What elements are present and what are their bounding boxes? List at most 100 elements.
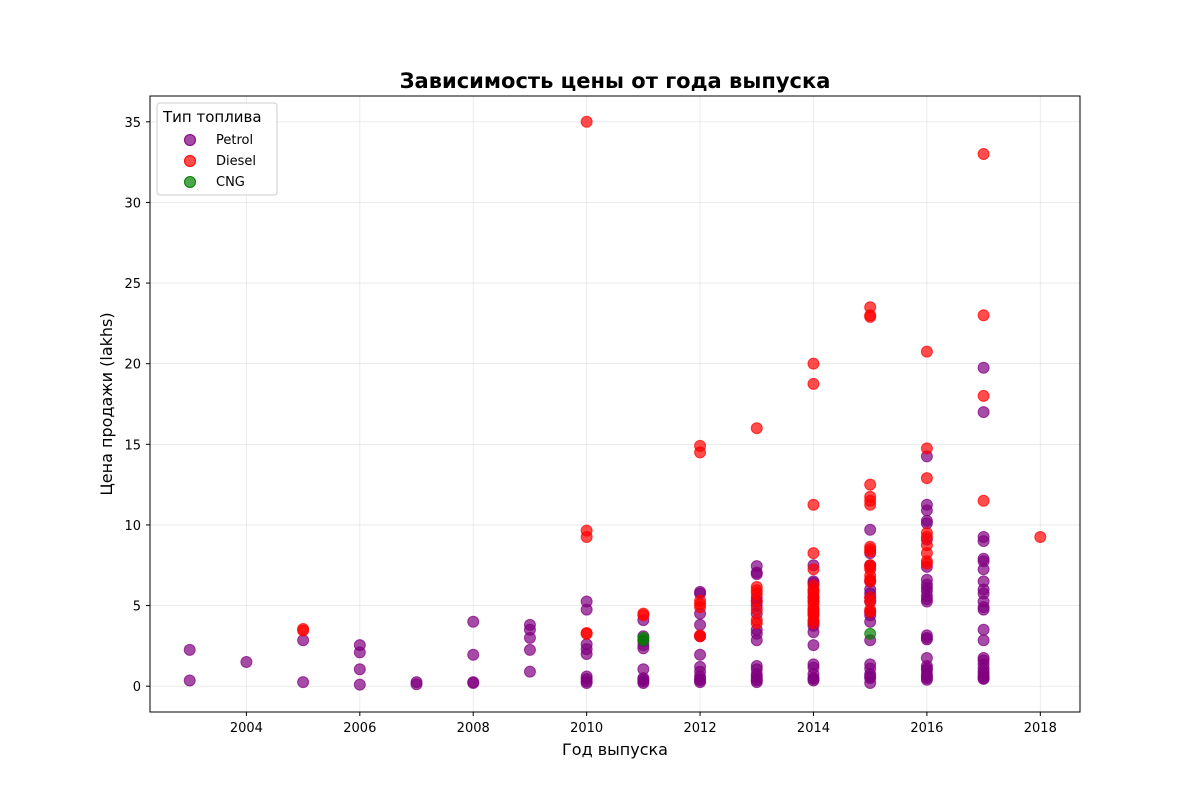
point-diesel	[977, 309, 990, 322]
y-tick-label: 30	[124, 196, 141, 211]
point-diesel	[750, 617, 763, 630]
legend-marker-diesel	[184, 155, 196, 167]
point-petrol	[977, 634, 990, 647]
point-diesel	[807, 617, 820, 630]
point-diesel	[977, 494, 990, 507]
point-diesel	[750, 603, 763, 616]
legend-label-cng: CNG	[216, 175, 245, 190]
y-tick-label: 0	[133, 680, 141, 695]
point-petrol	[694, 676, 707, 689]
legend-label-petrol: Petrol	[216, 133, 253, 148]
point-diesel	[580, 627, 593, 640]
point-petrol	[750, 676, 763, 689]
point-petrol	[977, 535, 990, 548]
x-axis-label: Год выпуска	[562, 740, 668, 759]
x-tick-label: 2014	[797, 721, 830, 736]
point-diesel	[807, 357, 820, 370]
point-cng	[637, 634, 650, 647]
point-cng	[864, 627, 877, 640]
point-diesel	[977, 389, 990, 402]
x-tick-label: 2012	[684, 721, 717, 736]
point-petrol	[977, 603, 990, 616]
point-diesel	[864, 310, 877, 323]
x-tick-label: 2010	[570, 721, 603, 736]
legend-marker-petrol	[184, 134, 196, 146]
point-diesel	[977, 148, 990, 161]
point-petrol	[353, 678, 366, 691]
legend-title: Тип топлива	[162, 108, 262, 126]
axis-ticks: 2004 2006 2008 2010 2012 2014 2016 2018 0 5 10 15 20…	[124, 116, 1056, 736]
point-petrol	[353, 646, 366, 659]
point-petrol	[977, 563, 990, 576]
point-diesel	[580, 115, 593, 128]
point-diesel	[864, 498, 877, 511]
point-diesel	[1034, 531, 1047, 544]
point-petrol	[920, 504, 933, 517]
x-tick-label: 2004	[230, 721, 263, 736]
point-petrol	[523, 643, 536, 656]
point-diesel	[807, 547, 820, 560]
y-tick-label: 25	[124, 277, 141, 292]
plot-frame	[149, 95, 1081, 713]
legend: Тип топлива Petrol Diesel CNG	[156, 102, 278, 196]
point-petrol	[750, 634, 763, 647]
point-diesel	[807, 563, 820, 576]
point-petrol	[580, 676, 593, 689]
x-tick-label: 2006	[343, 721, 376, 736]
y-tick-label: 35	[124, 116, 141, 131]
point-petrol	[467, 676, 480, 689]
point-petrol	[750, 568, 763, 581]
point-petrol	[240, 656, 253, 669]
legend-box	[156, 102, 278, 196]
x-tick-label: 2016	[910, 721, 943, 736]
point-petrol	[977, 623, 990, 636]
y-tick-label: 10	[124, 519, 141, 534]
y-axis-label: Цена продажи (lakhs)	[97, 312, 116, 495]
point-petrol	[920, 595, 933, 608]
point-diesel	[920, 472, 933, 485]
point-petrol	[467, 615, 480, 628]
point-petrol	[580, 603, 593, 616]
point-petrol	[920, 633, 933, 646]
x-tick-label: 2018	[1024, 721, 1057, 736]
point-diesel	[864, 606, 877, 619]
point-petrol	[297, 676, 310, 689]
point-petrol	[807, 674, 820, 687]
point-petrol	[977, 672, 990, 685]
grid	[150, 96, 1080, 712]
point-diesel	[694, 630, 707, 643]
y-tick-label: 15	[124, 438, 141, 453]
point-petrol	[637, 676, 650, 689]
point-diesel	[864, 575, 877, 588]
point-diesel	[920, 442, 933, 455]
point-petrol	[523, 665, 536, 678]
point-petrol	[920, 673, 933, 686]
point-petrol	[864, 523, 877, 536]
point-diesel	[750, 422, 763, 435]
point-petrol	[977, 406, 990, 419]
legend-marker-cng	[184, 176, 196, 188]
point-diesel	[694, 446, 707, 459]
legend-label-diesel: Diesel	[216, 154, 256, 169]
y-tick-label: 5	[133, 600, 141, 615]
point-petrol	[694, 618, 707, 631]
point-diesel	[807, 377, 820, 390]
point-diesel	[807, 498, 820, 511]
point-diesel	[920, 557, 933, 570]
point-petrol	[183, 643, 196, 656]
point-diesel	[637, 609, 650, 622]
point-diesel	[297, 624, 310, 637]
point-diesel	[580, 531, 593, 544]
point-diesel	[920, 345, 933, 358]
point-petrol	[864, 676, 877, 689]
point-diesel	[864, 478, 877, 491]
point-petrol	[183, 674, 196, 687]
point-petrol	[467, 648, 480, 661]
point-petrol	[523, 631, 536, 644]
point-petrol	[580, 647, 593, 660]
point-petrol	[694, 648, 707, 661]
x-tick-label: 2008	[457, 721, 490, 736]
point-petrol	[807, 639, 820, 652]
